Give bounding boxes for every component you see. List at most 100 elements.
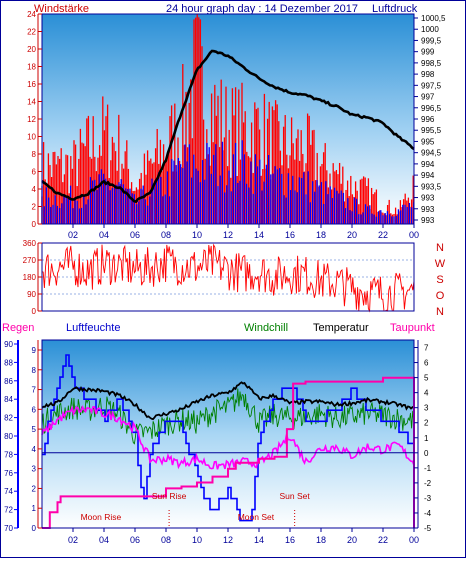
pressure-tick-label: 994 (421, 160, 435, 169)
pressure-tick-label: 993 (421, 194, 435, 203)
rain-label: Regen (2, 322, 34, 334)
compass-label: W (435, 258, 446, 270)
direction-line (41, 243, 415, 313)
wind-tick-label: 10 (27, 133, 36, 142)
direction-series (41, 243, 415, 313)
pressure-tick-label: 1000,5 (421, 14, 446, 23)
wind-x-tick-label: 00 (409, 230, 419, 240)
rain-tick-label: 2 (32, 484, 37, 493)
wind-tick-label: 0 (32, 220, 37, 229)
wind-x-tick-label: 04 (99, 230, 109, 240)
temp-tick-label: 7 (424, 344, 429, 353)
wind-x-tick-label: 12 (223, 230, 233, 240)
pressure-tick-label: 998,5 (421, 59, 442, 68)
wind-x-tick-label: 22 (378, 230, 388, 240)
temp-tick-label: 4 (424, 389, 429, 398)
temp-series (41, 354, 415, 529)
wind-tick-label: 22 (27, 28, 36, 37)
dewpoint-label: Taupunkt (390, 322, 435, 334)
temp-x-tick-label: 00 (409, 535, 419, 545)
pressure-tick-label: 994 (421, 171, 435, 180)
pressure-tick-label: 997,5 (421, 81, 442, 90)
compass-label: S (436, 274, 443, 286)
wind-tick-label: 6 (32, 168, 37, 177)
temp-tick-label: -5 (424, 524, 432, 533)
direction-tick-label: 360 (23, 239, 37, 248)
temp-tick-label: 2 (424, 419, 429, 428)
compass-label: O (436, 290, 445, 302)
temp-x-tick-label: 16 (285, 535, 295, 545)
temp-x-tick-label: 14 (254, 535, 264, 545)
rain-tick-label: 1 (32, 504, 37, 513)
pressure-tick-label: 999 (421, 48, 435, 57)
rain-tick-label: 7 (32, 386, 37, 395)
pressure-tick-label: 995,5 (421, 126, 442, 135)
temp-x-tick-label: 12 (223, 535, 233, 545)
direction-left-axis: 0 90 180 270 360 (23, 239, 42, 316)
pressure-axis-title: Luftdruck (372, 3, 418, 15)
temp-x-axis: 02 04 06 08 10 12 14 16 18 20 22 00 (68, 528, 419, 545)
wind-x-tick-label: 10 (192, 230, 202, 240)
humidity-label: Luftfeuchte (66, 322, 120, 334)
wind-tick-label: 2 (32, 203, 37, 212)
temp-tick-label: -4 (424, 509, 432, 518)
temp-x-tick-label: 20 (347, 535, 357, 545)
temp-x-tick-label: 02 (68, 535, 78, 545)
moon-rise-label: Moon Rise (81, 512, 122, 522)
humidity-tick-label: 74 (4, 487, 13, 496)
sun-rise-label: Sun Rise (152, 491, 187, 501)
pressure-tick-label: 993 (421, 216, 435, 225)
gust-bars (41, 140, 415, 224)
direction-tick-label: 0 (32, 307, 37, 316)
pressure-tick-label: 1000 (421, 25, 439, 34)
humidity-tick-label: 72 (4, 506, 13, 515)
direction-tick-label: 90 (27, 290, 36, 299)
temp-tick-label: -3 (424, 494, 432, 503)
sun-set-label: Sun Set (280, 491, 311, 501)
humidity-tick-label: 82 (4, 414, 13, 423)
pressure-tick-label: 997 (421, 93, 435, 102)
wind-x-tick-label: 16 (285, 230, 295, 240)
pressure-tick-label: 993,5 (421, 182, 442, 191)
temperature-right-axis: -5 -4 -3 -2 -1 0 1 2 3 4 5 6 7 (414, 340, 432, 533)
humidity-tick-label: 88 (4, 358, 13, 367)
wind-x-tick-label: 20 (347, 230, 357, 240)
temperature-series (41, 381, 415, 421)
wind-tick-label: 4 (32, 185, 37, 194)
dewpoint-series (41, 405, 415, 470)
wind-tick-label: 12 (27, 115, 36, 124)
pressure-tick-label: 998 (421, 70, 435, 79)
wind-tick-label: 8 (32, 150, 37, 159)
wind-x-axis: 02 04 06 08 10 12 14 16 18 20 22 00 (68, 224, 419, 240)
rain-tick-label: 4 (32, 445, 37, 454)
pressure-line (41, 49, 415, 204)
humidity-tick-label: 86 (4, 377, 13, 386)
temp-x-tick-label: 06 (130, 535, 140, 545)
temp-x-tick-label: 04 (99, 535, 109, 545)
pressure-tick-label: 996,5 (421, 104, 442, 113)
wind-tick-label: 20 (27, 45, 36, 54)
temperature-label: Temperatur (313, 322, 369, 334)
temp-plot-area (42, 340, 414, 528)
rain-tick-label: 9 (32, 346, 37, 355)
graph-title: 24 hour graph day : 14 Dezember 2017 (166, 3, 358, 15)
temp-tick-label: 5 (424, 374, 429, 383)
temp-x-tick-label: 18 (316, 535, 326, 545)
compass-label: N (436, 306, 444, 318)
humidity-tick-label: 84 (4, 395, 13, 404)
wind-tick-label: 24 (27, 10, 36, 19)
pressure-tick-label: 999,5 (421, 36, 442, 45)
wind-x-tick-label: 18 (316, 230, 326, 240)
rain-tick-label: 3 (32, 465, 37, 474)
direction-tick-label: 180 (23, 273, 37, 282)
rain-tick-label: 8 (32, 366, 37, 375)
wind-x-tick-label: 08 (161, 230, 171, 240)
wind-axis-title: Windstärke (34, 3, 89, 15)
